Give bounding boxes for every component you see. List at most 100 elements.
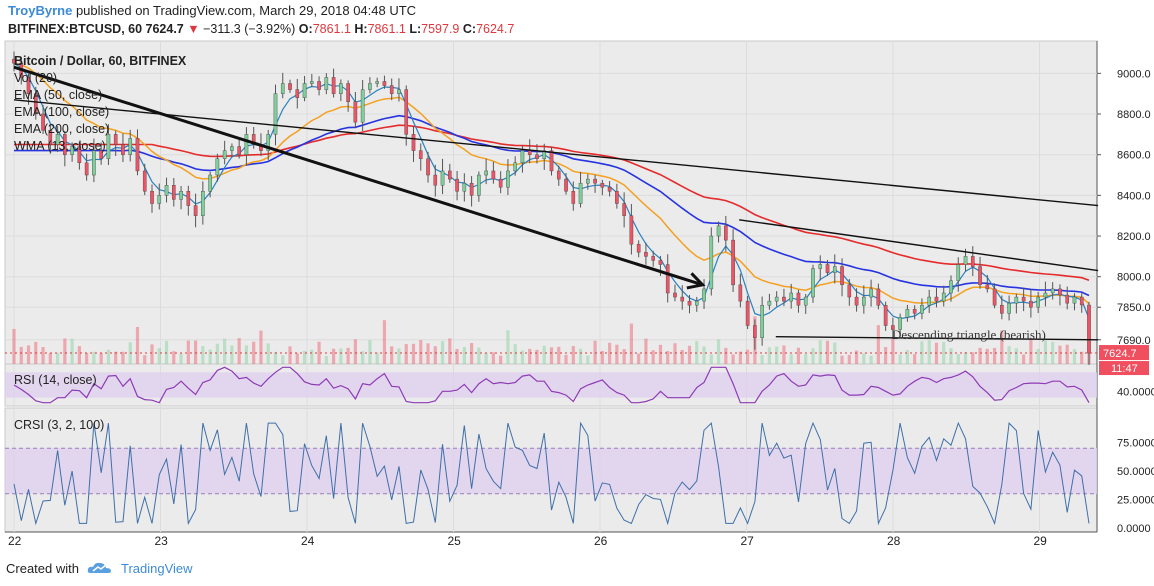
volume-bar	[302, 350, 307, 364]
candle-up	[1050, 288, 1055, 294]
candle-up	[273, 93, 278, 135]
volume-bar	[658, 344, 663, 364]
candle-up	[477, 174, 481, 196]
volume-bar	[927, 339, 931, 364]
candle-up	[956, 264, 961, 281]
candle-down	[150, 191, 154, 204]
volume-bar	[884, 347, 888, 364]
chart-title: Bitcoin / Dollar, 60, BITFINEX	[14, 54, 187, 68]
publish-info: TroyByrne published on TradingView.com, …	[8, 3, 416, 18]
candle-down	[331, 77, 336, 94]
indicator-wma: WMA (13, close)	[14, 139, 106, 153]
volume-bar	[746, 349, 750, 364]
volume-bar	[804, 354, 808, 364]
candle-up	[339, 83, 343, 94]
volume-bar	[252, 341, 256, 364]
volume-bar	[353, 339, 357, 364]
volume-bar	[193, 340, 198, 364]
volume-bar	[1065, 344, 1069, 364]
candle-up	[1014, 296, 1019, 304]
open-value: 7861.1	[312, 22, 351, 36]
volume-bar	[288, 346, 292, 364]
published-text: published on TradingView.com, March 29, …	[75, 3, 417, 18]
candle-up	[869, 288, 873, 298]
volume-bar	[854, 350, 859, 364]
candle-down	[404, 89, 409, 135]
volume-bar	[1080, 351, 1084, 364]
indicator-vol: Vol (20)	[14, 71, 57, 85]
candle-down	[41, 113, 45, 131]
indicator-ema100: EMA (100, close)	[14, 105, 109, 119]
volume-bar	[491, 352, 495, 364]
volume-bar	[295, 353, 299, 364]
candle-down	[600, 182, 605, 188]
volume-bar	[186, 340, 190, 364]
created-with-label: Created with	[6, 560, 79, 576]
volume-bar	[404, 344, 408, 364]
volume-bar	[615, 344, 619, 364]
candle-down	[847, 284, 852, 298]
crsi-tick-label: 50.0000	[1117, 466, 1154, 478]
x-tick-label: 29	[1034, 534, 1048, 548]
volume-bar	[1058, 345, 1062, 364]
rsi-band	[5, 372, 1097, 398]
candle-down	[48, 130, 53, 145]
candle-up	[803, 296, 808, 306]
volume-bar	[440, 341, 445, 364]
indicator-ema50: EMA (50, close)	[14, 88, 102, 102]
rsi-title: RSI (14, close)	[14, 373, 97, 387]
candle-up	[397, 89, 401, 94]
high-value: 7861.1	[367, 22, 406, 36]
volume-bar	[361, 351, 365, 364]
volume-bar	[1029, 339, 1033, 364]
candle-up	[506, 170, 510, 188]
candle-down	[346, 83, 350, 103]
candle-up	[905, 309, 910, 318]
volume-bar	[971, 352, 975, 364]
candle-down	[1065, 294, 1070, 304]
volume-bar	[106, 349, 111, 364]
candle-down	[629, 215, 634, 245]
candle-down	[84, 162, 89, 176]
volume-bar	[1051, 341, 1055, 364]
volume-bar	[528, 348, 532, 364]
x-tick-label: 23	[155, 534, 169, 548]
candle-up	[164, 184, 169, 196]
volume-bar	[782, 345, 786, 364]
trend-arrowhead	[686, 272, 706, 290]
candle-down	[796, 292, 801, 306]
candle-up	[310, 81, 314, 84]
volume-bar	[324, 355, 328, 364]
x-tick-label: 25	[448, 534, 462, 548]
y-tick-label: 9000.0	[1117, 68, 1151, 80]
candle-down	[99, 150, 103, 159]
candle-up	[694, 300, 699, 306]
candle-up	[302, 83, 307, 98]
candle-up	[280, 83, 285, 94]
candle-down	[1079, 296, 1084, 306]
candle-down	[491, 170, 496, 180]
volume-bar	[164, 340, 169, 364]
volume-bar	[143, 355, 147, 364]
volume-bar	[499, 355, 503, 364]
tradingview-brand-link[interactable]: TradingView	[120, 560, 193, 576]
volume-bar	[702, 346, 706, 364]
volume-bar	[731, 354, 735, 364]
candle-down	[985, 284, 990, 290]
volume-bar	[622, 349, 626, 364]
candle-down	[527, 150, 532, 155]
price-pane[interactable]	[4, 40, 1098, 365]
candle-up	[230, 146, 234, 151]
volume-bar	[63, 338, 67, 364]
author-link[interactable]: TroyByrne	[8, 3, 73, 18]
volume-bar	[847, 354, 851, 364]
volume-bar	[629, 323, 633, 364]
volume-bar	[542, 345, 546, 364]
volume-bar	[208, 349, 212, 364]
x-tick-label: 24	[301, 534, 315, 548]
volume-bar	[201, 346, 205, 364]
candle-down	[665, 264, 670, 294]
volume-bar	[833, 342, 837, 364]
volume-bar	[535, 349, 539, 364]
